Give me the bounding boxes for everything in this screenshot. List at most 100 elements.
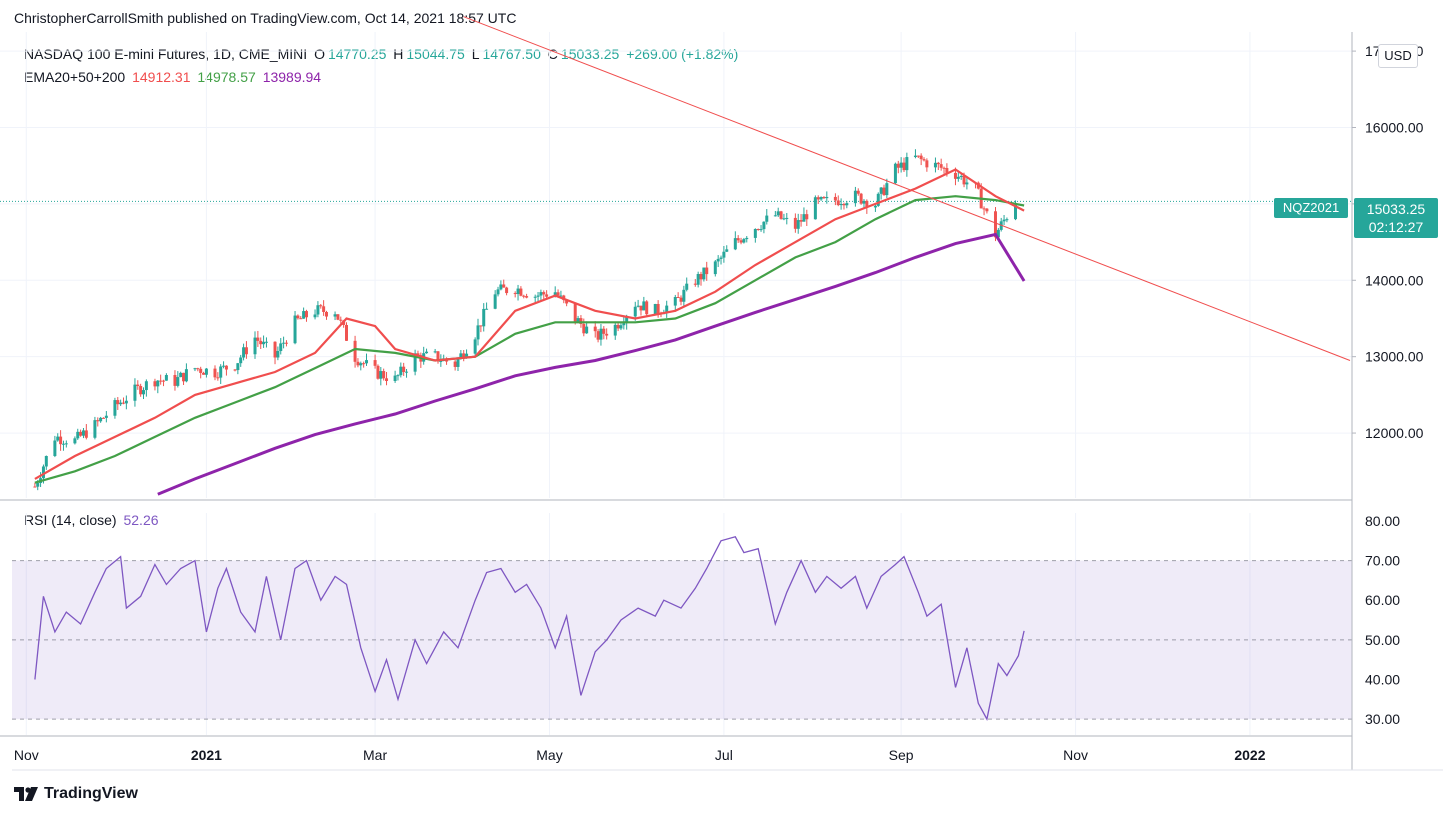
time-axis-label: Nov <box>14 747 39 763</box>
candle-body <box>765 215 769 222</box>
candle-body <box>699 274 703 280</box>
candle-body <box>762 221 766 230</box>
candle-body <box>282 342 286 344</box>
candle-body <box>599 328 603 340</box>
candle-body <box>685 283 689 290</box>
candle-body <box>582 323 586 334</box>
candle-body <box>585 326 589 334</box>
candle-body <box>996 229 1000 238</box>
brand-name: TradingView <box>44 785 138 802</box>
rsi-value: 52.26 <box>123 512 159 528</box>
candle-body <box>782 218 786 220</box>
candle-body <box>142 390 146 395</box>
candle-body <box>525 296 529 298</box>
candle-body <box>499 284 503 290</box>
legend-close: 15033.25 <box>560 46 620 62</box>
rsi-band-fill <box>12 560 1352 720</box>
candle-body <box>982 208 986 210</box>
candle-body <box>159 380 163 382</box>
candle-body <box>799 220 803 222</box>
candle-body <box>496 289 500 295</box>
candle-body <box>176 377 180 386</box>
candle-body <box>239 357 243 364</box>
candle-body <box>722 251 726 258</box>
ema50-value: 14978.57 <box>197 69 256 85</box>
candle-body <box>802 214 806 222</box>
candle-body <box>565 300 569 304</box>
candle-body <box>876 193 880 206</box>
candle-body <box>845 203 849 206</box>
time-axis-label: 2022 <box>1234 747 1265 763</box>
ema-legend: EMA20+50+200 14912.31 14978.57 13989.94 <box>24 69 324 85</box>
candle-body <box>493 294 497 309</box>
candle-body <box>139 386 143 395</box>
candle-body <box>333 314 337 317</box>
candle-body <box>633 306 637 317</box>
candle-body <box>716 258 720 262</box>
candle-body <box>625 316 629 324</box>
rsi-tick-label: 30.00 <box>1365 711 1400 727</box>
candle-body <box>605 333 609 336</box>
rsi-tick-label: 80.00 <box>1365 513 1400 529</box>
candle-body <box>179 372 183 378</box>
rsi-legend: RSI (14, close) 52.26 <box>24 512 162 528</box>
candle-body <box>76 431 80 439</box>
candle-body <box>925 160 929 168</box>
candle-body <box>576 318 580 322</box>
legend-title: NASDAQ 100 E-mini Futures, 1D, CME_MINI <box>24 46 308 62</box>
candle-body <box>865 200 869 208</box>
currency-button[interactable]: USD <box>1378 44 1418 68</box>
candle-body <box>705 267 709 275</box>
candle-body <box>759 229 763 231</box>
candle-body <box>936 162 940 165</box>
legend-high: 15044.75 <box>406 46 465 62</box>
candle-body <box>259 340 263 345</box>
candle-body <box>739 240 743 243</box>
candle-body <box>653 303 657 315</box>
candle-body <box>44 456 48 467</box>
candle-body <box>956 176 960 179</box>
candle-body <box>164 375 168 381</box>
candle-body <box>502 284 506 288</box>
candle-body <box>919 155 923 160</box>
time-axis-label: Nov <box>1063 747 1088 763</box>
candle-body <box>204 368 208 375</box>
candle-body <box>896 163 900 168</box>
candle-body <box>122 402 125 404</box>
candle-body <box>519 288 523 296</box>
candle-body <box>425 351 429 354</box>
candle-body <box>745 237 749 240</box>
candle-body <box>959 176 963 178</box>
time-axis-label: Sep <box>889 747 914 763</box>
legend-ohlc: O 14770.25 H 15044.75 L 14767.50 C 15033.25 … <box>314 46 739 62</box>
candle-body <box>124 400 128 404</box>
candle-body <box>262 341 266 345</box>
candle-body <box>362 363 366 365</box>
candle-body <box>233 369 237 371</box>
rsi-tick-label: 40.00 <box>1365 672 1400 688</box>
candle-body <box>162 380 166 382</box>
candle-body <box>602 328 606 334</box>
candle-body <box>1002 219 1006 222</box>
candle-body <box>453 361 457 367</box>
candle-body <box>933 162 937 168</box>
candle-body <box>439 360 443 362</box>
candle-body <box>136 384 140 387</box>
candle-body <box>819 197 823 200</box>
candle-body <box>373 360 377 366</box>
brand[interactable]: TradingView <box>14 785 138 803</box>
candle-body <box>776 211 780 216</box>
price-tick-label: 12000.00 <box>1365 425 1424 441</box>
candle-body <box>264 341 268 343</box>
candle-body <box>202 372 206 375</box>
candle-body <box>156 380 160 387</box>
candle-body <box>939 164 943 168</box>
candle-body <box>324 311 328 317</box>
candle-body <box>173 375 177 386</box>
candle-body <box>53 440 57 457</box>
candle-body <box>73 438 77 444</box>
candle-body <box>753 229 757 238</box>
candle-body <box>216 377 220 379</box>
candle-body <box>376 365 380 379</box>
